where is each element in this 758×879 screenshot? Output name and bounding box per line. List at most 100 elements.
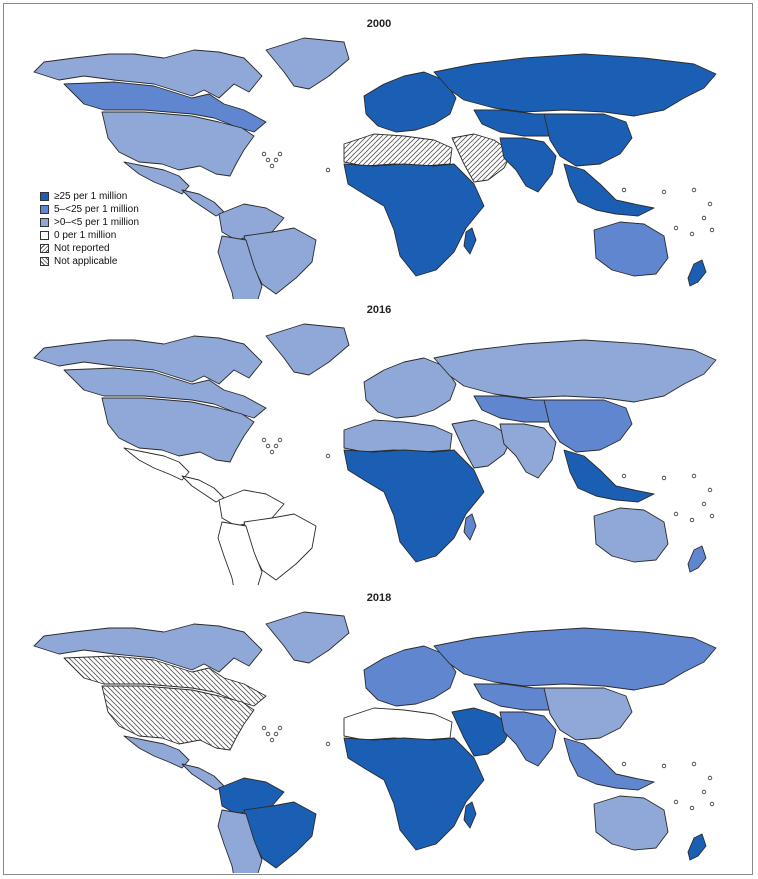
legend-item: 5–<25 per 1 million — [40, 203, 139, 216]
legend-swatch — [40, 218, 49, 227]
island-marker — [273, 157, 279, 163]
island-marker — [325, 741, 331, 747]
island-marker — [273, 731, 279, 737]
island-marker — [621, 473, 627, 479]
island-marker — [621, 187, 627, 193]
island-marker — [709, 227, 715, 233]
region-russia — [433, 53, 717, 117]
island-marker — [673, 225, 679, 231]
region-mexico — [123, 447, 190, 481]
map-panel-2000: 2000 — [4, 14, 754, 299]
region-south-america-south — [217, 809, 263, 873]
island-marker — [269, 449, 275, 455]
island-marker — [269, 737, 275, 743]
legend-swatch — [40, 205, 49, 214]
region-china — [543, 687, 633, 741]
region-new-zealand — [687, 259, 707, 287]
region-madagascar — [463, 801, 477, 829]
region-north-america — [33, 49, 263, 99]
region-central-america — [181, 475, 225, 503]
island-marker — [277, 725, 283, 731]
region-europe — [363, 357, 457, 419]
region-greenland — [265, 611, 350, 664]
island-marker — [325, 167, 331, 173]
region-madagascar — [463, 513, 477, 541]
island-marker — [673, 799, 679, 805]
region-north-africa — [343, 707, 453, 741]
map-legend: ≥25 per 1 million 5–<25 per 1 million >0… — [40, 190, 139, 268]
island-marker — [701, 789, 707, 795]
island-marker — [261, 725, 267, 731]
region-usa — [101, 111, 255, 177]
island-marker — [269, 163, 275, 169]
region-south-asia — [499, 137, 557, 193]
region-south-america-south — [217, 235, 263, 299]
island-marker — [709, 513, 715, 519]
legend-label: Not applicable — [54, 256, 118, 267]
region-canada — [63, 367, 267, 419]
region-central-america — [181, 763, 225, 791]
map-panel-2018: 2018 — [4, 588, 754, 873]
legend-label: ≥25 per 1 million — [54, 191, 128, 202]
region-china — [543, 113, 633, 167]
island-marker — [709, 801, 715, 807]
island-marker — [277, 151, 283, 157]
region-china — [543, 399, 633, 453]
region-southeast-asia — [563, 737, 655, 791]
region-north-africa — [343, 419, 453, 453]
region-canada — [63, 81, 267, 133]
legend-item: Not reported — [40, 242, 139, 255]
region-mexico — [123, 735, 190, 769]
legend-item: ≥25 per 1 million — [40, 190, 139, 203]
island-marker — [701, 501, 707, 507]
region-new-zealand — [687, 833, 707, 861]
island-marker — [707, 487, 713, 493]
panel-title: 2016 — [366, 304, 392, 316]
region-africa — [343, 163, 485, 277]
island-marker — [689, 517, 695, 523]
legend-item: >0–<5 per 1 million — [40, 216, 139, 229]
region-southeast-asia — [563, 163, 655, 217]
region-greenland — [265, 323, 350, 376]
island-marker — [661, 189, 667, 195]
region-southeast-asia — [563, 449, 655, 503]
region-greenland — [265, 37, 350, 90]
map-panel-2016: 2016 — [4, 300, 754, 585]
world-map — [33, 323, 717, 585]
island-marker — [265, 731, 271, 737]
region-usa — [101, 685, 255, 751]
island-marker — [325, 453, 331, 459]
region-north-america — [33, 335, 263, 385]
figure-frame: 2000 2016 2018 ≥25 per 1 million 5–<25 p… — [3, 3, 753, 875]
region-north-america — [33, 623, 263, 673]
island-marker — [273, 443, 279, 449]
region-central-america — [181, 189, 225, 217]
legend-label: 5–<25 per 1 million — [54, 204, 139, 215]
island-marker — [707, 775, 713, 781]
island-marker — [691, 761, 697, 767]
panel-title: 2018 — [366, 592, 392, 604]
island-marker — [691, 473, 697, 479]
region-north-africa — [343, 133, 453, 167]
region-africa — [343, 737, 485, 851]
island-marker — [661, 475, 667, 481]
region-middle-east — [451, 419, 513, 469]
region-madagascar — [463, 227, 477, 255]
region-australia — [593, 795, 669, 851]
region-russia — [433, 339, 717, 403]
legend-swatch — [40, 244, 49, 253]
legend-item: 0 per 1 million — [40, 229, 139, 242]
island-marker — [673, 511, 679, 517]
legend-label: Not reported — [54, 243, 110, 254]
island-marker — [691, 187, 697, 193]
panel-title: 2000 — [366, 18, 392, 30]
island-marker — [265, 157, 271, 163]
region-europe — [363, 645, 457, 707]
region-russia — [433, 627, 717, 691]
world-map — [33, 37, 717, 299]
island-marker — [689, 805, 695, 811]
legend-label: 0 per 1 million — [54, 230, 117, 241]
region-mexico — [123, 161, 190, 195]
region-canada — [63, 655, 267, 707]
region-australia — [593, 221, 669, 277]
